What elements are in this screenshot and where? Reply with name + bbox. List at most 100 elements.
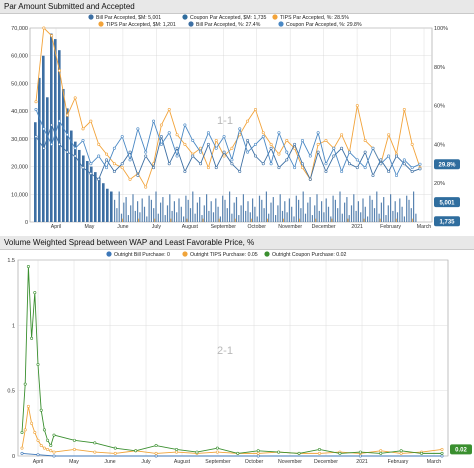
- value-badge-text: 5,001: [439, 200, 455, 206]
- coupon-pct-point: [199, 150, 203, 154]
- bill-pct-point: [136, 173, 140, 177]
- coupon-pct-point: [355, 158, 359, 162]
- bill-purchase-point: [36, 453, 40, 457]
- coupon-purchase-point: [236, 451, 240, 455]
- value-badge-text: 0.02: [455, 448, 467, 454]
- tips-purchase-point: [93, 450, 97, 454]
- coupon-purchase-point: [20, 430, 24, 434]
- coupon-pct-point: [89, 162, 93, 166]
- bill-par-bar: [293, 216, 295, 222]
- coupon-pct-point: [410, 166, 414, 170]
- bill-par-bar: [78, 149, 81, 222]
- bill-par-bar: [311, 215, 313, 222]
- bill-par-bar: [178, 198, 180, 222]
- par-amount-chart: Bill Par Accepted, $M: 5,001 Coupon Par A…: [11, 14, 460, 230]
- bill-par-bar: [286, 212, 288, 222]
- bill-par-bar: [62, 88, 65, 222]
- bill-par-bar: [413, 191, 415, 222]
- coupon-purchase-point: [195, 450, 199, 454]
- bill-pct-point: [340, 146, 344, 150]
- x-tick-label: July: [152, 224, 162, 230]
- bill-par-bar: [106, 188, 109, 222]
- tips-pct-point: [73, 96, 77, 100]
- bill-par-bar: [143, 206, 146, 222]
- coupon-purchase-point: [39, 408, 43, 412]
- coupon-pct-point: [246, 150, 250, 154]
- tips-par-bar: [283, 218, 284, 222]
- tips-par-bar: [395, 218, 397, 222]
- bill-par-bar: [210, 201, 212, 222]
- bill-par-bar: [86, 161, 89, 222]
- coupon-pct-point: [340, 170, 344, 174]
- bill-pct-point: [34, 135, 38, 139]
- bill-par-bar: [367, 216, 369, 222]
- y-right-tick-label: 20%: [434, 181, 445, 187]
- bill-par-bar: [392, 210, 394, 222]
- coupon-pct-point: [206, 131, 210, 135]
- bill-pct-point: [394, 154, 398, 158]
- coupon-pct-point: [175, 154, 179, 158]
- bill-par-bar: [403, 216, 405, 222]
- bill-par-bar: [364, 206, 366, 222]
- tips-purchase-point: [23, 428, 27, 432]
- y-left-tick-label: 50,000: [11, 81, 28, 87]
- coupon-pct-point: [73, 146, 77, 150]
- bill-par-bar: [139, 212, 141, 222]
- tips-purchase-point: [256, 451, 260, 455]
- tips-pct-point: [183, 142, 187, 146]
- bill-par-bar: [394, 201, 396, 222]
- bill-par-bar: [146, 216, 148, 222]
- tips-purchase-point: [72, 447, 76, 451]
- coupon-pct-point: [332, 146, 336, 150]
- coupon-purchase-point: [23, 382, 27, 386]
- tips-par-bar: [347, 218, 349, 222]
- bill-par-bar: [137, 201, 139, 222]
- tips-purchase-point: [20, 446, 24, 450]
- coupon-pct-point: [105, 166, 109, 170]
- tips-pct-point: [222, 154, 226, 158]
- x-tick-label: July: [141, 459, 151, 465]
- legend-label: TIPS Par Accepted, %: 28.5%: [280, 15, 349, 21]
- coupon-purchase-point: [256, 449, 260, 453]
- bill-par-bar: [314, 205, 316, 222]
- bill-par-bar: [410, 208, 412, 222]
- coupon-purchase-point: [72, 438, 76, 442]
- bill-par-bar: [291, 206, 293, 222]
- tips-pct-point: [167, 107, 171, 111]
- y-right-tick-label: 100%: [434, 26, 448, 32]
- coupon-pct-point: [371, 146, 375, 150]
- tips-par-bar: [331, 218, 333, 222]
- bill-par-bar: [252, 198, 254, 222]
- bill-pct-point: [97, 177, 101, 181]
- tips-purchase-point: [154, 451, 158, 455]
- legend-marker: [88, 14, 94, 20]
- coupon-purchase-point: [338, 451, 342, 455]
- tips-pct-point: [42, 26, 46, 30]
- bill-par-bar: [38, 77, 41, 222]
- tips-pct-point: [65, 113, 69, 117]
- chart-2-title: Volume Weighted Spread between WAP and L…: [0, 236, 474, 250]
- legend-label: TIPS Par Accepted, $M: 1,201: [106, 22, 176, 28]
- tips-purchase-point: [113, 451, 117, 455]
- x-tick-label: September: [211, 224, 237, 230]
- tips-par-bar: [250, 218, 252, 222]
- tips-purchase-point: [52, 450, 56, 454]
- bill-par-bar: [94, 172, 97, 222]
- bill-par-bar: [206, 194, 208, 222]
- bill-par-bar: [180, 206, 182, 222]
- bill-par-bar: [194, 213, 196, 222]
- y-tick-label: 0.5: [7, 389, 15, 395]
- bill-pct-point: [175, 146, 179, 150]
- legend-marker: [182, 251, 188, 257]
- bill-par-bar: [380, 202, 382, 222]
- tips-pct-point: [97, 142, 101, 146]
- bill-par-bar: [302, 191, 304, 222]
- bill-par-bar: [242, 194, 244, 222]
- bill-par-bar: [254, 206, 256, 222]
- tips-pct-point: [206, 166, 210, 170]
- legend-marker: [188, 21, 194, 27]
- bill-par-bar: [298, 199, 300, 222]
- tips-par-bar: [234, 218, 236, 222]
- bill-pct-point: [371, 173, 375, 177]
- bill-par-bar: [208, 210, 210, 222]
